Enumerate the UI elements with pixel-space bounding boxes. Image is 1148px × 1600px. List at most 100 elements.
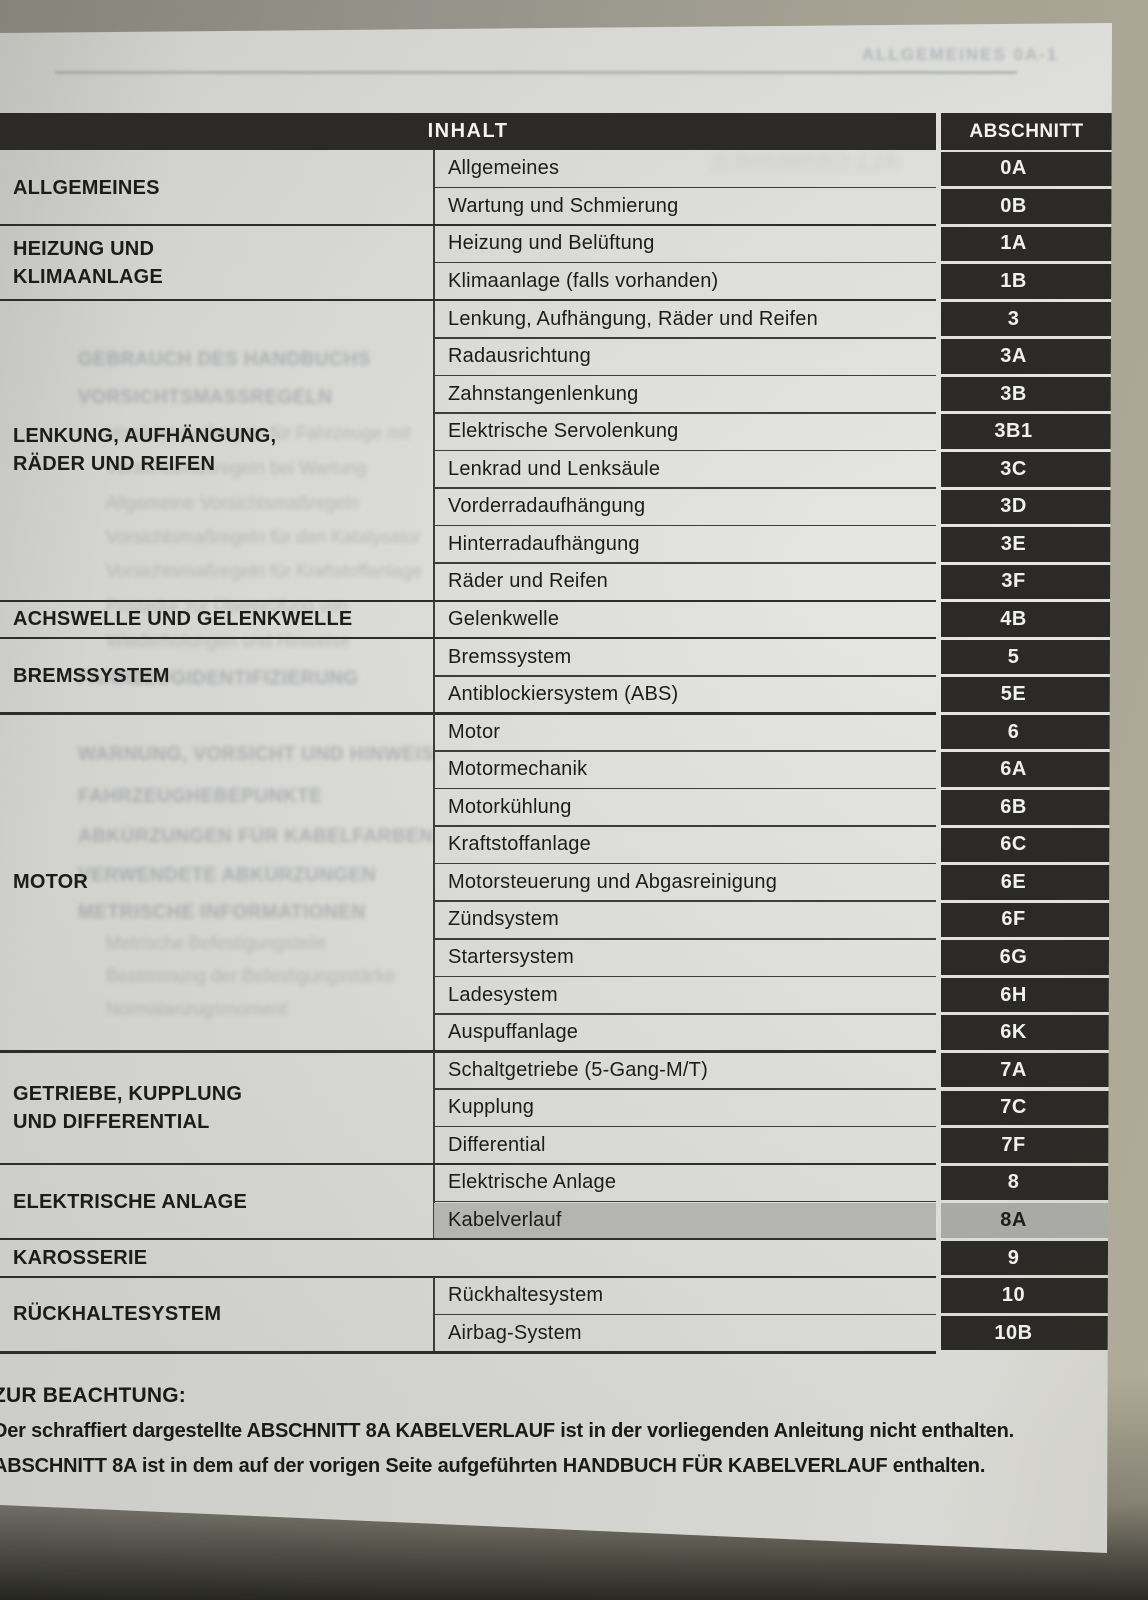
section-code-cell: 3C — [941, 451, 1112, 487]
note-line-1: Der schraffiert dargestellte ABSCHNITT 8… — [0, 1420, 1014, 1442]
group-separator — [0, 1238, 936, 1241]
table-header-abschnitt: ABSCHNITT — [941, 113, 1112, 150]
note-title: ZUR BEACHTUNG: — [0, 1384, 186, 1407]
group-separator — [0, 224, 936, 227]
section-code-cell: 3B — [941, 376, 1112, 412]
section-code-cell: 6 — [941, 714, 1112, 750]
ghost-text-line: Vorsichtsmaßregeln bei Wartung — [106, 458, 367, 478]
section-code-cell: 6A — [941, 752, 1112, 787]
ghost-text-line: FAHRZEUGHEBEPUNKTE — [78, 786, 323, 807]
toc-item-label: Antiblockiersystem (ABS) — [448, 683, 679, 706]
section-code-cell: 6E — [941, 865, 1112, 900]
ghost-text-line: Bestimmung der Befestigungsstärke — [106, 966, 396, 986]
toc-item-label: Lenkrad und Lenksäule — [448, 457, 661, 480]
ghost-text-line: ABKÜRZUNGEN FÜR KABELFARBEN — [78, 826, 434, 847]
section-code-cell: 10 — [941, 1278, 1112, 1313]
ghost-text-line: GEBRAUCH DES HANDBUCHS — [78, 349, 371, 370]
group-label: ACHSWELLE UND GELENKWELLE — [13, 608, 353, 631]
toc-item-label: Elektrische Servolenkung — [448, 420, 679, 443]
row-separator — [433, 900, 936, 902]
section-code-cell: 6K — [941, 1015, 1112, 1050]
row-separator — [433, 1013, 936, 1015]
ghost-text-line: Allgemeine Vorsichtsmaßregeln — [106, 493, 360, 513]
section-code-cell: 3E — [941, 527, 1112, 562]
toc-item-label: Motorsteuerung und Abgasreinigung — [448, 870, 778, 893]
section-code-cell: 5E — [941, 677, 1112, 712]
ghost-page-header: ALLGEMEINES 0A-1 — [862, 45, 1059, 64]
row-separator — [433, 862, 936, 865]
toc-item-label: Bremssystem — [448, 645, 572, 668]
section-code-cell: 7A — [941, 1052, 1112, 1088]
section-code-cell: 3F — [941, 564, 1112, 600]
group-separator — [0, 299, 936, 302]
section-code-cell: 6G — [941, 940, 1112, 975]
section-code-cell: 3B1 — [941, 414, 1112, 449]
group-label: RÜCKHALTESYSTEM — [13, 1303, 222, 1326]
section-code-cell: 8A — [941, 1203, 1112, 1238]
toc-item-label: Motor — [448, 720, 501, 743]
toc-item-label: Kupplung — [448, 1096, 535, 1119]
ghost-text-line: Normalanzugsmoment — [106, 999, 288, 1019]
group-separator — [0, 1163, 936, 1166]
toc-item-label: Startersystem — [448, 946, 574, 969]
toc-item-label: Vorderradaufhängung — [448, 495, 646, 518]
row-separator — [433, 562, 936, 564]
ghost-text-line: Wiederholungen und Hinweise — [106, 631, 351, 651]
toc-item-label: Airbag-System — [448, 1321, 582, 1344]
section-code-cell: 6F — [941, 902, 1112, 938]
section-code-cell: 7F — [941, 1128, 1112, 1163]
toc-item-label: Kraftstoffanlage — [448, 833, 591, 856]
section-code-cell: 9 — [941, 1240, 1112, 1276]
ghost-header-rule — [55, 71, 1017, 74]
toc-item-label: Schaltgetriebe (5-Gang-M/T) — [448, 1058, 708, 1081]
ghost-text-line: Vorsichtsmaßregeln für den Katalysator — [106, 527, 422, 547]
toc-item-label: Gelenkwelle — [448, 607, 560, 630]
section-code-cell: 3 — [941, 301, 1112, 337]
shaded-row-highlight — [434, 1203, 936, 1238]
group-separator — [0, 1275, 936, 1278]
section-code-cell: 1B — [941, 264, 1112, 299]
section-code-cell: 6B — [941, 790, 1112, 825]
section-code-cell: 10B — [941, 1315, 1112, 1351]
ghost-text-line: VORSICHTSMASSREGELN — [78, 387, 333, 408]
row-separator — [433, 975, 936, 978]
row-separator — [433, 1313, 936, 1316]
toc-item-label: Zahnstangenlenkung — [448, 382, 639, 405]
table-bottom-rule — [0, 1350, 936, 1354]
section-code-cell: 0A — [941, 151, 1112, 187]
group-label: BREMSSYSTEM — [13, 664, 170, 687]
row-separator — [433, 1088, 936, 1090]
ghost-text-line: METRISCHE INFORMATIONEN — [78, 902, 366, 923]
row-separator — [433, 750, 936, 752]
section-code-cell: 6C — [941, 827, 1112, 863]
row-separator — [433, 524, 936, 527]
row-separator — [433, 261, 936, 264]
note-line-2: ABSCHNITT 8A ist in dem auf der vorigen … — [0, 1455, 986, 1477]
toc-item-label: Ladesystem — [448, 983, 558, 1006]
ghost-text-line: WARNUNG, VORSICHT UND HINWEIS — [78, 744, 435, 765]
toc-item-label: Motorkühlung — [448, 795, 572, 818]
toc-item-label: Radausrichtung — [448, 345, 591, 368]
ghost-text-line: FAHRZEUGIDENTIFIZIERUNG — [78, 668, 359, 689]
section-code-cell: 4B — [941, 602, 1112, 637]
row-separator — [433, 675, 936, 677]
section-code-cell: 6H — [941, 977, 1112, 1013]
column-divider — [433, 600, 435, 639]
ghost-text-line: Metrische Befestigungsteile — [106, 933, 327, 953]
row-separator — [433, 374, 936, 377]
group-label: KAROSSERIE — [13, 1247, 148, 1269]
group-label: ELEKTRISCHE ANLAGE — [13, 1190, 247, 1213]
toc-item-label: Hinterradaufhängung — [448, 532, 640, 555]
group-label: HEIZUNG UND KLIMAANLAGE — [13, 237, 163, 288]
column-divider — [433, 713, 435, 1052]
ghost-text-line: VERWENDETE ABKÜRZUNGEN — [78, 865, 377, 886]
toc-item-label: Differential — [448, 1133, 546, 1156]
toc-item-label: Auspuffanlage — [448, 1021, 579, 1044]
group-separator — [0, 712, 936, 715]
section-code-cell: 3A — [941, 339, 1112, 374]
toc-item-label: Zündsystem — [448, 908, 559, 931]
toc-item-label: Rückhaltesystem — [448, 1284, 604, 1307]
row-separator — [433, 186, 936, 189]
bottom-note: ZUR BEACHTUNG: Der schraffiert dargestel… — [0, 1384, 1014, 1478]
